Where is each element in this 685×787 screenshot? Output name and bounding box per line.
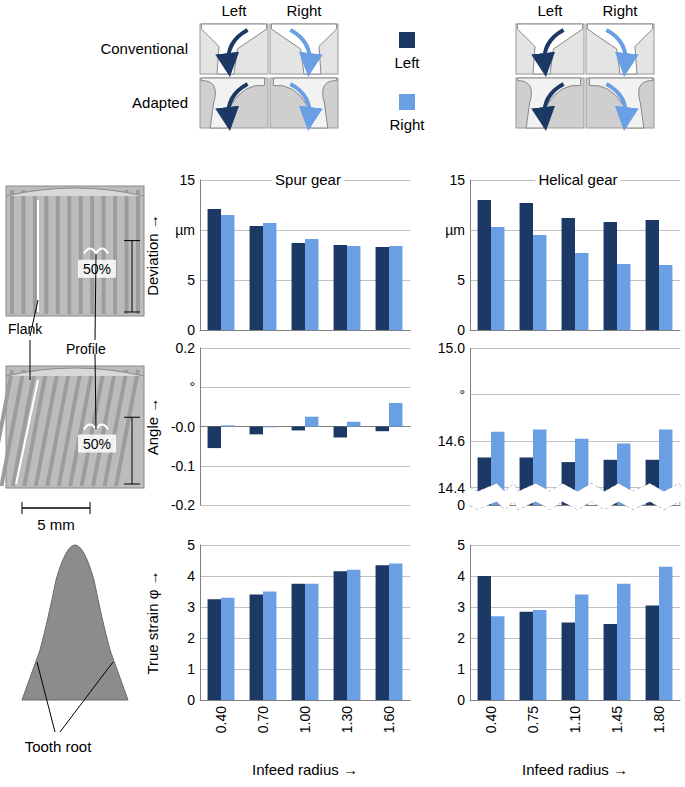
svg-text:5: 5 bbox=[187, 272, 195, 288]
svg-text:5 mm: 5 mm bbox=[37, 516, 75, 533]
svg-text:0.2: 0.2 bbox=[176, 340, 196, 356]
svg-text:Angle →: Angle → bbox=[144, 398, 161, 456]
svg-text:50%: 50% bbox=[83, 436, 111, 452]
svg-text:µm: µm bbox=[445, 222, 465, 238]
svg-text:1: 1 bbox=[457, 661, 465, 677]
svg-text:-0.0: -0.0 bbox=[171, 419, 195, 435]
svg-text:-0.1: -0.1 bbox=[171, 458, 195, 474]
svg-text:Deviation →: Deviation → bbox=[144, 214, 161, 296]
svg-text:Infeed radius →: Infeed radius → bbox=[252, 761, 358, 778]
svg-text:5: 5 bbox=[457, 537, 465, 553]
svg-text:5: 5 bbox=[187, 537, 195, 553]
svg-text:Adapted: Adapted bbox=[132, 94, 188, 111]
svg-text:1.80: 1.80 bbox=[651, 706, 667, 733]
svg-text:True strain φ →: True strain φ → bbox=[144, 570, 161, 674]
svg-text:Infeed radius →: Infeed radius → bbox=[522, 761, 628, 778]
svg-text:4: 4 bbox=[187, 568, 195, 584]
svg-text:0.40: 0.40 bbox=[483, 706, 499, 733]
svg-text:Profile: Profile bbox=[66, 341, 106, 357]
svg-text:0: 0 bbox=[457, 322, 465, 338]
svg-text:1.45: 1.45 bbox=[609, 706, 625, 733]
svg-text:Right: Right bbox=[286, 2, 322, 19]
svg-text:5: 5 bbox=[457, 272, 465, 288]
svg-text:1.10: 1.10 bbox=[567, 706, 583, 733]
svg-text:4: 4 bbox=[457, 568, 465, 584]
svg-text:0.75: 0.75 bbox=[525, 706, 541, 733]
svg-text:1: 1 bbox=[187, 661, 195, 677]
svg-text:3: 3 bbox=[457, 599, 465, 615]
svg-text:1.30: 1.30 bbox=[339, 706, 355, 733]
svg-text:15: 15 bbox=[179, 172, 195, 188]
svg-text:15: 15 bbox=[449, 172, 465, 188]
svg-text:0: 0 bbox=[187, 692, 195, 708]
svg-text:14.4: 14.4 bbox=[438, 480, 465, 496]
svg-text:0: 0 bbox=[187, 322, 195, 338]
svg-text:Left: Left bbox=[394, 54, 420, 71]
svg-text:0: 0 bbox=[457, 497, 465, 513]
svg-text:°: ° bbox=[459, 387, 465, 403]
svg-text:-0.2: -0.2 bbox=[171, 497, 195, 513]
svg-text:Flank: Flank bbox=[8, 321, 43, 337]
svg-text:15.0: 15.0 bbox=[438, 340, 465, 356]
svg-text:Spur gear: Spur gear bbox=[275, 171, 341, 188]
svg-text:1.60: 1.60 bbox=[381, 706, 397, 733]
svg-text:Right: Right bbox=[602, 2, 638, 19]
svg-text:Right: Right bbox=[389, 116, 425, 133]
svg-text:0.40: 0.40 bbox=[213, 706, 229, 733]
svg-text:Helical gear: Helical gear bbox=[538, 171, 617, 188]
svg-text:µm: µm bbox=[175, 222, 195, 238]
svg-text:50%: 50% bbox=[83, 261, 111, 277]
svg-text:0.70: 0.70 bbox=[255, 706, 271, 733]
svg-text:Conventional: Conventional bbox=[100, 40, 188, 57]
svg-text:1.00: 1.00 bbox=[297, 706, 313, 733]
svg-text:Left: Left bbox=[221, 2, 247, 19]
svg-text:14.6: 14.6 bbox=[438, 433, 465, 449]
svg-text:2: 2 bbox=[457, 630, 465, 646]
svg-text:Tooth root: Tooth root bbox=[25, 738, 93, 755]
svg-text:0: 0 bbox=[457, 692, 465, 708]
svg-text:3: 3 bbox=[187, 599, 195, 615]
svg-text:°: ° bbox=[189, 379, 195, 395]
svg-text:2: 2 bbox=[187, 630, 195, 646]
svg-text:Left: Left bbox=[537, 2, 563, 19]
